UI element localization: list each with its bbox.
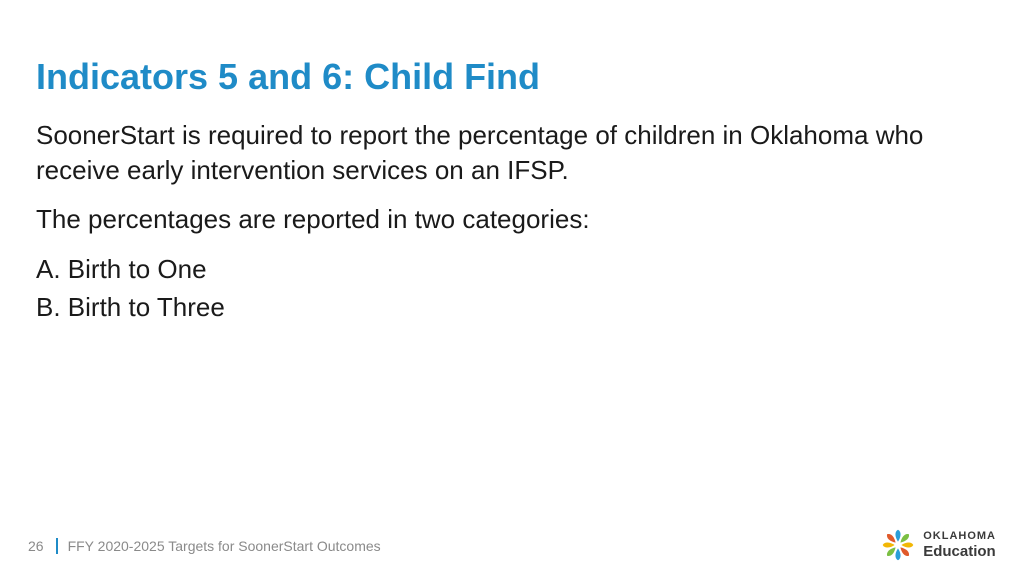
slide-title: Indicators 5 and 6: Child Find bbox=[36, 56, 540, 98]
page-number: 26 bbox=[28, 538, 54, 554]
logo-text-top: OKLAHOMA bbox=[923, 531, 996, 542]
logo-text-bottom: Education bbox=[923, 544, 996, 559]
logo-starburst-icon bbox=[881, 528, 915, 562]
oklahoma-education-logo: OKLAHOMA Education bbox=[881, 528, 996, 562]
body-paragraph: The percentages are reported in two cate… bbox=[36, 202, 984, 237]
slide-body: SoonerStart is required to report the pe… bbox=[36, 118, 984, 327]
footer-separator bbox=[56, 538, 58, 554]
footer-text: FFY 2020-2025 Targets for SoonerStart Ou… bbox=[68, 538, 381, 554]
logo-text: OKLAHOMA Education bbox=[923, 531, 996, 559]
slide: Indicators 5 and 6: Child Find SoonerSta… bbox=[0, 0, 1024, 576]
body-paragraph: SoonerStart is required to report the pe… bbox=[36, 118, 984, 188]
slide-footer: 26 FFY 2020-2025 Targets for SoonerStart… bbox=[28, 538, 381, 554]
list-item: B. Birth to Three bbox=[36, 289, 984, 327]
list-item: A. Birth to One bbox=[36, 251, 984, 289]
